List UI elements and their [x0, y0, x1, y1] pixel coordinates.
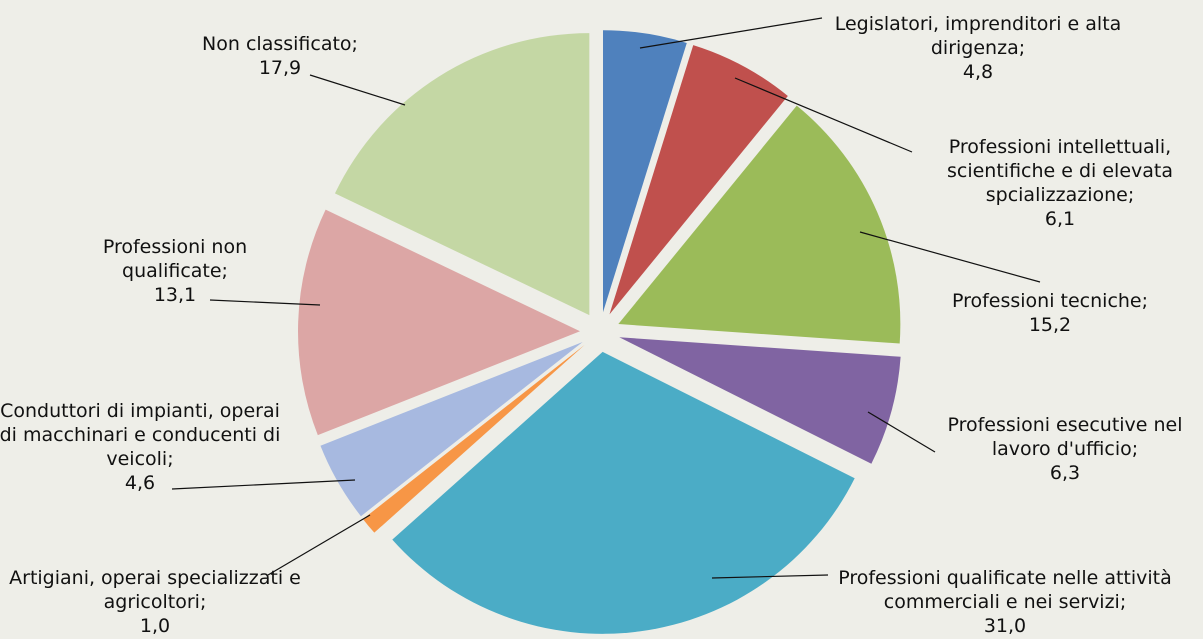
category-label: Professioni non qualificate;: [102, 236, 248, 282]
pie-slice: [298, 209, 581, 436]
category-label: Professioni tecniche;: [951, 290, 1149, 312]
leader-line: [711, 574, 829, 579]
leader-line: [639, 17, 823, 49]
slice-label: Professioni qualificate nelle attività c…: [795, 566, 1203, 638]
value-label: 17,9: [258, 57, 302, 79]
pie-slice: [618, 105, 901, 344]
category-label: Professioni intellettuali, scientifiche …: [946, 136, 1173, 206]
leader-line: [309, 74, 406, 106]
value-label: 15,2: [1028, 314, 1072, 336]
pie-slice: [609, 45, 788, 315]
value-label: 31,0: [983, 615, 1027, 637]
leader-line: [867, 411, 936, 453]
leader-line: [171, 479, 356, 490]
value-label: 4,8: [962, 61, 994, 83]
category-label: Conduttori di impianti, operai di macchi…: [0, 400, 281, 470]
slice-label: Professioni tecniche; 15,2: [920, 289, 1180, 337]
category-label: Professioni qualificate nelle attività c…: [838, 567, 1172, 613]
slice-label: Artigiani, operai specializzati e agrico…: [0, 566, 315, 638]
leader-line: [209, 299, 321, 306]
value-label: 6,3: [1049, 462, 1081, 484]
slice-label: Non classificato; 17,9: [160, 32, 400, 80]
category-label: Non classificato;: [202, 33, 358, 55]
category-label: Professioni esecutive nel lavoro d'uffic…: [947, 414, 1183, 460]
pie-slice: [334, 33, 590, 316]
category-label: Legislatori, imprenditori e alta dirigen…: [834, 13, 1122, 59]
pie-slice: [392, 351, 855, 634]
leader-line: [267, 514, 371, 576]
value-label: 4,6: [124, 472, 156, 494]
leader-line: [734, 77, 913, 153]
slice-label: Professioni non qualificate; 13,1: [75, 235, 275, 307]
slice-label: Conduttori di impianti, operai di macchi…: [0, 399, 285, 495]
pie-slice: [362, 344, 585, 533]
slice-label: Professioni esecutive nel lavoro d'uffic…: [930, 413, 1200, 485]
value-label: 6,1: [1044, 208, 1076, 230]
pie-slice: [619, 337, 901, 464]
slice-label: Professioni intellettuali, scientifiche …: [915, 135, 1203, 231]
pie-slice: [603, 30, 687, 313]
value-label: 13,1: [153, 284, 197, 306]
leader-line: [859, 231, 1041, 283]
pie-slice: [320, 341, 583, 517]
slice-label: Legislatori, imprenditori e alta dirigen…: [818, 12, 1138, 84]
value-label: 1,0: [139, 615, 171, 637]
category-label: Artigiani, operai specializzati e agrico…: [9, 567, 301, 613]
